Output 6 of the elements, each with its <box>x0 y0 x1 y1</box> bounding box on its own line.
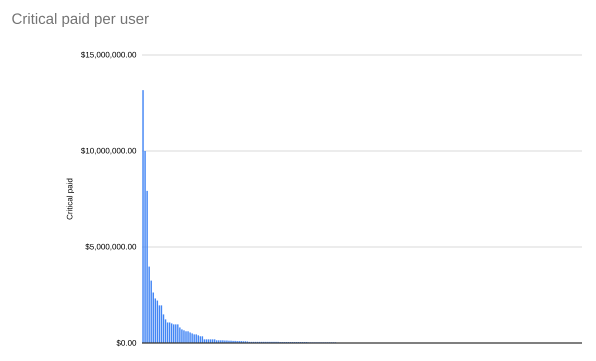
y-tick-label: $5,000,000.00 <box>85 244 136 250</box>
y-tick-label: $0.00 <box>116 340 136 346</box>
y-tick-label: $10,000,000.00 <box>80 148 136 154</box>
chart-title: Critical paid per user <box>12 13 149 27</box>
y-tick-label: $15,000,000.00 <box>80 52 136 58</box>
y-axis-title: Critical paid <box>66 178 74 220</box>
